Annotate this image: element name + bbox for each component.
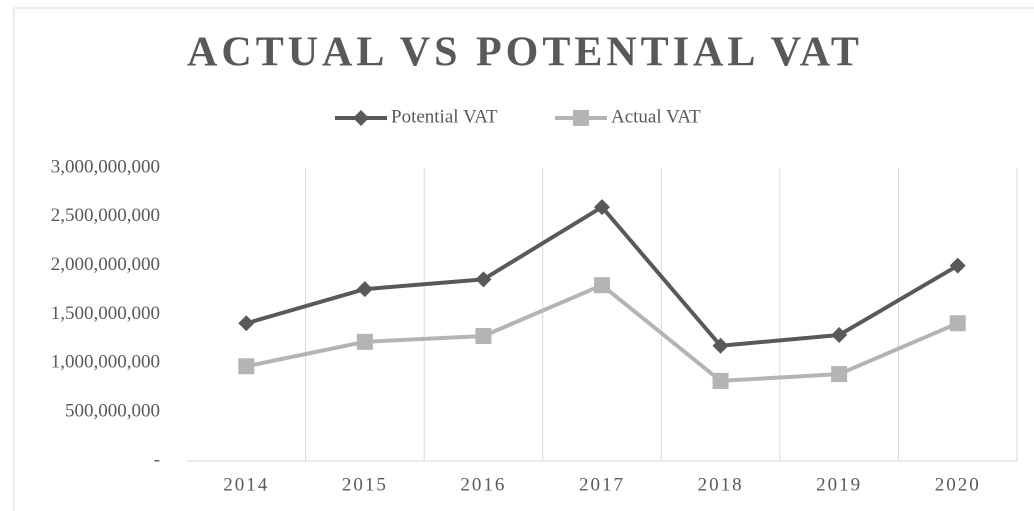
marker <box>949 257 966 274</box>
marker <box>594 199 610 216</box>
y-tick-label: 500,000,000 <box>65 401 160 422</box>
x-tick-label: 2020 <box>935 474 981 495</box>
marker <box>356 281 373 298</box>
x-tick-label: 2016 <box>460 474 506 495</box>
marker <box>475 327 492 344</box>
x-tick-label: 2018 <box>698 474 744 495</box>
marker <box>831 327 848 344</box>
chart-frame <box>13 7 1034 511</box>
marker <box>712 337 729 354</box>
legend-label: Potential VAT <box>391 106 498 127</box>
x-tick-label: 2014 <box>223 474 269 495</box>
y-tick-label: 3,000,000,000 <box>51 156 160 177</box>
y-tick-label: 2,000,000,000 <box>51 254 160 275</box>
x-tick-label: 2017 <box>579 474 625 495</box>
y-tick-label: 1,000,000,000 <box>51 352 160 373</box>
marker <box>594 277 610 294</box>
marker <box>573 110 589 126</box>
y-tick-label: 2,500,000,000 <box>51 205 160 226</box>
marker <box>831 366 848 383</box>
marker <box>353 110 369 126</box>
marker <box>238 358 255 375</box>
y-tick-label: - <box>154 449 160 470</box>
marker <box>949 315 966 332</box>
marker <box>356 333 373 350</box>
marker <box>712 372 729 389</box>
chart-title: ACTUAL VS POTENTIAL VAT <box>187 30 863 76</box>
marker <box>475 271 492 288</box>
y-tick-label: 1,500,000,000 <box>51 303 160 324</box>
legend-label: Actual VAT <box>611 106 701 127</box>
x-tick-label: 2019 <box>816 474 862 495</box>
x-tick-label: 2015 <box>342 474 388 495</box>
marker <box>238 315 255 332</box>
